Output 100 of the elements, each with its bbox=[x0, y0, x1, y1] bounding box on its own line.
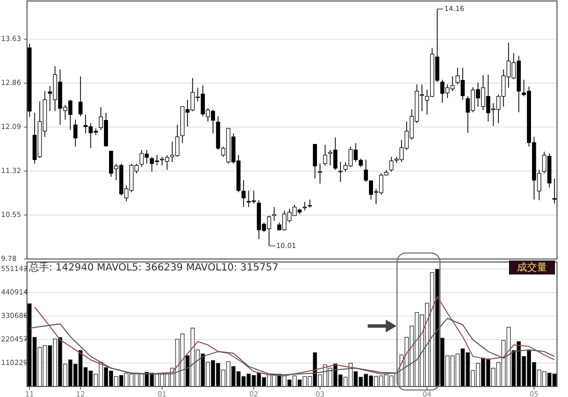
candlestick bbox=[323, 144, 328, 166]
bar bbox=[78, 350, 83, 387]
bar bbox=[456, 354, 460, 387]
bar bbox=[460, 348, 465, 387]
bar bbox=[470, 370, 475, 387]
bar bbox=[328, 368, 332, 387]
bar bbox=[440, 338, 444, 387]
candlestick bbox=[242, 180, 246, 208]
bar bbox=[221, 370, 226, 387]
bar bbox=[368, 376, 374, 387]
bar bbox=[450, 356, 455, 387]
bar bbox=[200, 354, 205, 387]
candlestick bbox=[389, 156, 394, 172]
bar bbox=[506, 326, 511, 387]
bar bbox=[522, 356, 526, 387]
bar bbox=[48, 345, 52, 387]
bar bbox=[486, 358, 490, 387]
bar bbox=[32, 336, 37, 387]
bar bbox=[532, 362, 536, 387]
bar bbox=[435, 268, 440, 387]
candlestick bbox=[272, 206, 276, 222]
bar bbox=[109, 370, 114, 387]
bar bbox=[246, 374, 251, 387]
bar bbox=[354, 371, 358, 387]
bar bbox=[512, 350, 516, 387]
candlestick bbox=[78, 76, 83, 117]
bar bbox=[231, 366, 236, 387]
bar bbox=[226, 361, 230, 387]
bar bbox=[52, 338, 58, 387]
bar bbox=[476, 362, 480, 387]
bar bbox=[318, 374, 322, 387]
bar bbox=[308, 376, 312, 387]
bar bbox=[242, 376, 246, 387]
bar bbox=[481, 358, 486, 387]
bar bbox=[129, 374, 134, 387]
bar bbox=[88, 370, 93, 387]
bar bbox=[358, 376, 363, 387]
bar bbox=[298, 380, 302, 387]
bar bbox=[104, 367, 108, 387]
bar bbox=[496, 362, 500, 387]
bar bbox=[252, 375, 256, 387]
bar bbox=[312, 352, 317, 387]
bar bbox=[410, 326, 414, 387]
bar bbox=[338, 374, 342, 387]
bar bbox=[466, 352, 470, 387]
bar bbox=[144, 372, 149, 387]
bar bbox=[547, 372, 552, 387]
bar bbox=[175, 338, 180, 387]
bar bbox=[287, 380, 292, 387]
bar bbox=[63, 364, 68, 387]
bar bbox=[28, 303, 32, 387]
bar bbox=[73, 364, 78, 387]
bar bbox=[216, 362, 220, 387]
bar bbox=[501, 340, 506, 387]
bar bbox=[58, 337, 62, 387]
bar bbox=[364, 374, 368, 387]
bar bbox=[491, 368, 496, 387]
bar bbox=[516, 341, 521, 387]
bar bbox=[256, 372, 261, 387]
candlestick bbox=[73, 119, 78, 147]
candlestick bbox=[312, 144, 317, 179]
bar bbox=[180, 334, 184, 387]
bar bbox=[206, 362, 210, 387]
candlestick bbox=[364, 159, 368, 182]
bar bbox=[552, 374, 556, 387]
candlestick bbox=[552, 178, 556, 204]
bar bbox=[119, 375, 124, 387]
annotation: 成交量 bbox=[517, 262, 547, 274]
candlestick bbox=[318, 163, 322, 184]
bar bbox=[140, 374, 144, 387]
bar bbox=[445, 356, 450, 387]
bar bbox=[537, 370, 542, 387]
bar bbox=[185, 355, 190, 387]
bar bbox=[389, 376, 394, 387]
bar bbox=[526, 350, 532, 387]
bar bbox=[94, 374, 98, 387]
bar bbox=[38, 346, 42, 387]
bar bbox=[114, 376, 118, 387]
bar bbox=[374, 376, 378, 387]
bar bbox=[414, 312, 419, 387]
bar bbox=[236, 371, 241, 387]
bar bbox=[542, 371, 546, 387]
bar bbox=[384, 374, 388, 387]
bar bbox=[425, 302, 430, 387]
bar bbox=[84, 367, 88, 387]
bar bbox=[404, 336, 409, 387]
bar bbox=[262, 377, 266, 387]
bar bbox=[190, 328, 195, 387]
bar bbox=[210, 360, 216, 387]
bar bbox=[42, 345, 47, 387]
annotation: 总手: 142940 MAVOL5: 366239 MAVOL10: 315757 bbox=[28, 262, 278, 274]
bar bbox=[302, 376, 307, 387]
bar bbox=[420, 314, 424, 387]
bar bbox=[68, 360, 72, 387]
bar bbox=[292, 376, 297, 387]
bar bbox=[379, 376, 384, 387]
bar bbox=[196, 350, 200, 387]
bar bbox=[134, 374, 139, 387]
bar bbox=[124, 372, 128, 387]
bar bbox=[430, 272, 434, 387]
